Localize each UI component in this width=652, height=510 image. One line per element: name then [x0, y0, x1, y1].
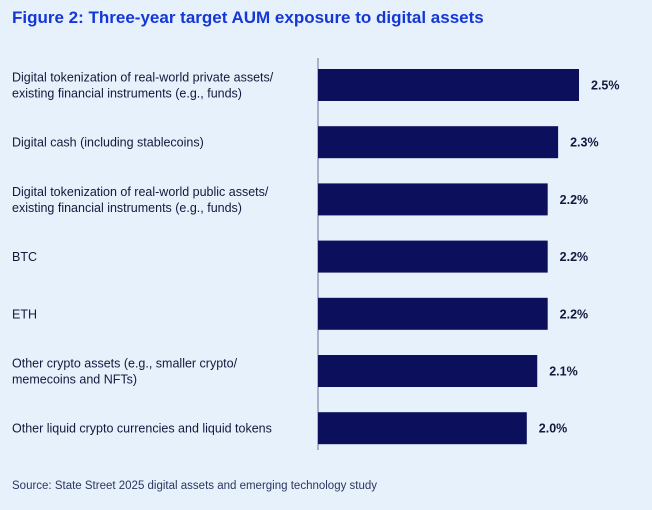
bars-layer: 2.5% Digital tokenization of real-world p…	[12, 69, 620, 445]
bar-1	[318, 126, 559, 159]
bar-0	[318, 69, 579, 101]
bar-4	[318, 297, 548, 330]
category-label-0-line-0: Digital tokenization of real-world priva…	[12, 71, 274, 85]
value-label-6: 2.0%	[539, 422, 568, 436]
bar-2	[318, 183, 548, 216]
value-label-0: 2.5%	[591, 79, 620, 93]
category-label-1-line-0: Digital cash (including stablecoins)	[12, 136, 204, 150]
category-label-2-line-1: existing financial instruments (e.g., fu…	[12, 201, 242, 215]
category-label-3-line-0: BTC	[12, 250, 37, 264]
category-label-6-line-0: Other liquid crypto currencies and liqui…	[12, 422, 272, 436]
category-label-4-line-0: ETH	[12, 307, 37, 321]
value-label-1: 2.3%	[570, 136, 599, 150]
bar-6	[318, 412, 527, 445]
chart-title: Figure 2: Three-year target AUM exposure…	[12, 8, 484, 27]
value-label-4: 2.2%	[560, 307, 589, 321]
bar-5	[318, 355, 538, 387]
category-label-0-line-1: existing financial instruments (e.g., fu…	[12, 87, 242, 101]
value-label-2: 2.2%	[560, 193, 589, 207]
category-label-5-line-1: memecoins and NFTs)	[12, 373, 137, 387]
category-label-5-line-0: Other crypto assets (e.g., smaller crypt…	[12, 357, 238, 371]
value-label-3: 2.2%	[560, 250, 589, 264]
bar-3	[318, 240, 548, 273]
source-note: Source: State Street 2025 digital assets…	[12, 480, 378, 492]
value-label-5: 2.1%	[549, 365, 578, 379]
category-label-2-line-0: Digital tokenization of real-world publi…	[12, 185, 269, 199]
